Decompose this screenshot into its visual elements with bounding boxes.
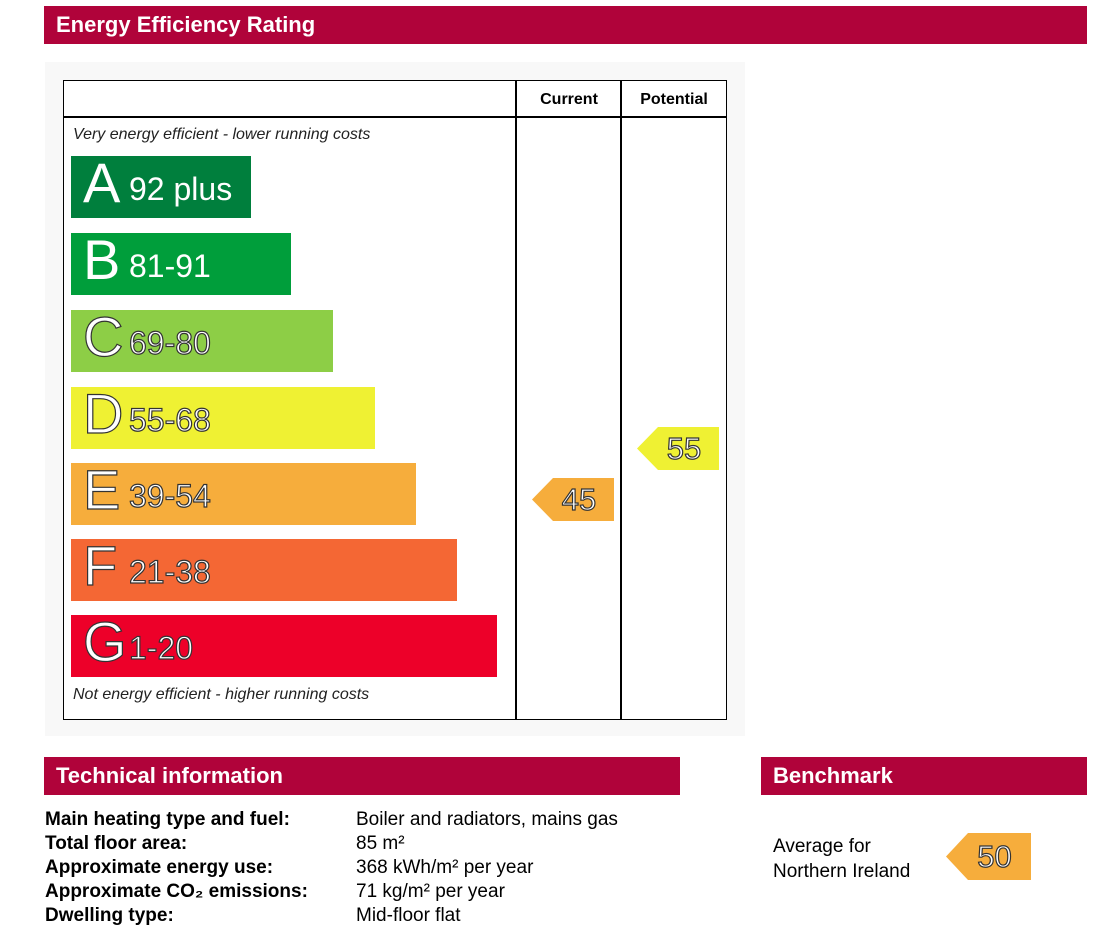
current-column-header: Current xyxy=(540,91,598,108)
benchmark-value: 50 xyxy=(977,838,1013,874)
tech-value: 71 kg/m² per year xyxy=(356,881,505,902)
energy-rating-header: Energy Efficiency Rating xyxy=(44,6,1087,44)
benchmark-line-1: Average for xyxy=(773,836,871,857)
tech-label: Main heating type and fuel: xyxy=(45,809,290,830)
efficient-note: Very energy efficient - lower running co… xyxy=(73,126,371,143)
band-c: C 69-80 xyxy=(71,304,333,372)
arrow-shape xyxy=(637,427,719,470)
band-letter: D xyxy=(82,381,124,445)
tech-value: 368 kWh/m² per year xyxy=(356,857,534,878)
band-b: B 81-91 xyxy=(71,228,291,295)
current-rating-value: 45 xyxy=(561,481,597,517)
technical-info-header: Technical information xyxy=(44,757,680,795)
tech-label: Approximate energy use: xyxy=(45,857,274,878)
band-letter: G xyxy=(82,609,127,673)
inefficient-note: Not energy efficient - higher running co… xyxy=(73,686,370,703)
benchmark-header: Benchmark xyxy=(761,757,1087,795)
arrow-shape xyxy=(532,478,614,521)
tech-value: 85 m² xyxy=(356,833,405,854)
potential-rating-arrow: 55 xyxy=(637,427,719,470)
band-letter: A xyxy=(83,151,121,214)
band-letter: C xyxy=(82,304,124,368)
band-range: 1-20 xyxy=(128,629,194,666)
header-divider xyxy=(63,116,727,118)
tech-value: Mid-floor flat xyxy=(356,905,461,926)
tech-label: Approximate CO₂ emissions: xyxy=(45,881,308,902)
column-divider-current xyxy=(515,80,517,720)
band-range: 81-91 xyxy=(129,248,211,284)
arrow-shape xyxy=(946,833,1031,880)
arrow-polygon xyxy=(532,478,614,521)
tech-value: Boiler and radiators, mains gas xyxy=(356,809,618,830)
benchmark-label: Average for Northern Ireland xyxy=(773,834,910,884)
band-range: 69-80 xyxy=(128,324,211,361)
column-divider-potential xyxy=(620,80,622,720)
band-g: G 1-20 xyxy=(71,609,497,677)
arrow-polygon xyxy=(946,833,1031,880)
benchmark-arrow: 50 xyxy=(946,833,1031,880)
band-range: 55-68 xyxy=(128,401,211,438)
current-rating-arrow: 45 xyxy=(532,478,614,521)
band-letter: F xyxy=(82,533,118,597)
band-range: 21-38 xyxy=(128,553,211,590)
potential-rating-value: 55 xyxy=(666,430,702,466)
band-d: D 55-68 xyxy=(71,381,375,449)
tech-label: Total floor area: xyxy=(45,833,188,854)
band-e: E 39-54 xyxy=(71,457,416,525)
band-f: F 21-38 xyxy=(71,533,457,601)
band-letter: B xyxy=(83,228,121,291)
potential-column-header: Potential xyxy=(640,91,708,108)
band-range: 92 plus xyxy=(129,171,233,207)
tech-label: Dwelling type: xyxy=(45,905,174,926)
arrow-polygon xyxy=(637,427,719,470)
band-a: A 92 plus xyxy=(71,151,251,218)
band-letter: E xyxy=(82,457,121,521)
band-range: 39-54 xyxy=(128,477,211,514)
benchmark-line-2: Northern Ireland xyxy=(773,861,911,882)
